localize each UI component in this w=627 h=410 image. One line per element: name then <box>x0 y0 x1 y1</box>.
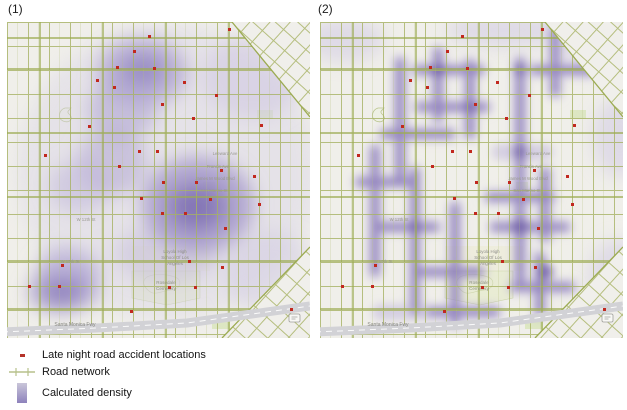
legend-label-road-network: Road network <box>42 366 110 378</box>
legend-label-density: Calculated density <box>42 387 132 399</box>
panel-2-title: (2) <box>318 2 333 16</box>
legend-label-accidents: Late night road accident locations <box>42 349 206 361</box>
map-panel-planar-density <box>7 22 310 338</box>
density-swatch-icon <box>17 383 27 403</box>
legend-item-accidents: Late night road accident locations <box>0 347 206 363</box>
legend-item-road-network: Road network <box>0 364 110 380</box>
legend-item-density: Calculated density <box>0 382 132 404</box>
road-network-icon <box>9 368 35 376</box>
accident-marker-icon <box>20 353 25 357</box>
map-panel-network-density <box>320 22 623 338</box>
panel-1-title: (1) <box>8 2 23 16</box>
